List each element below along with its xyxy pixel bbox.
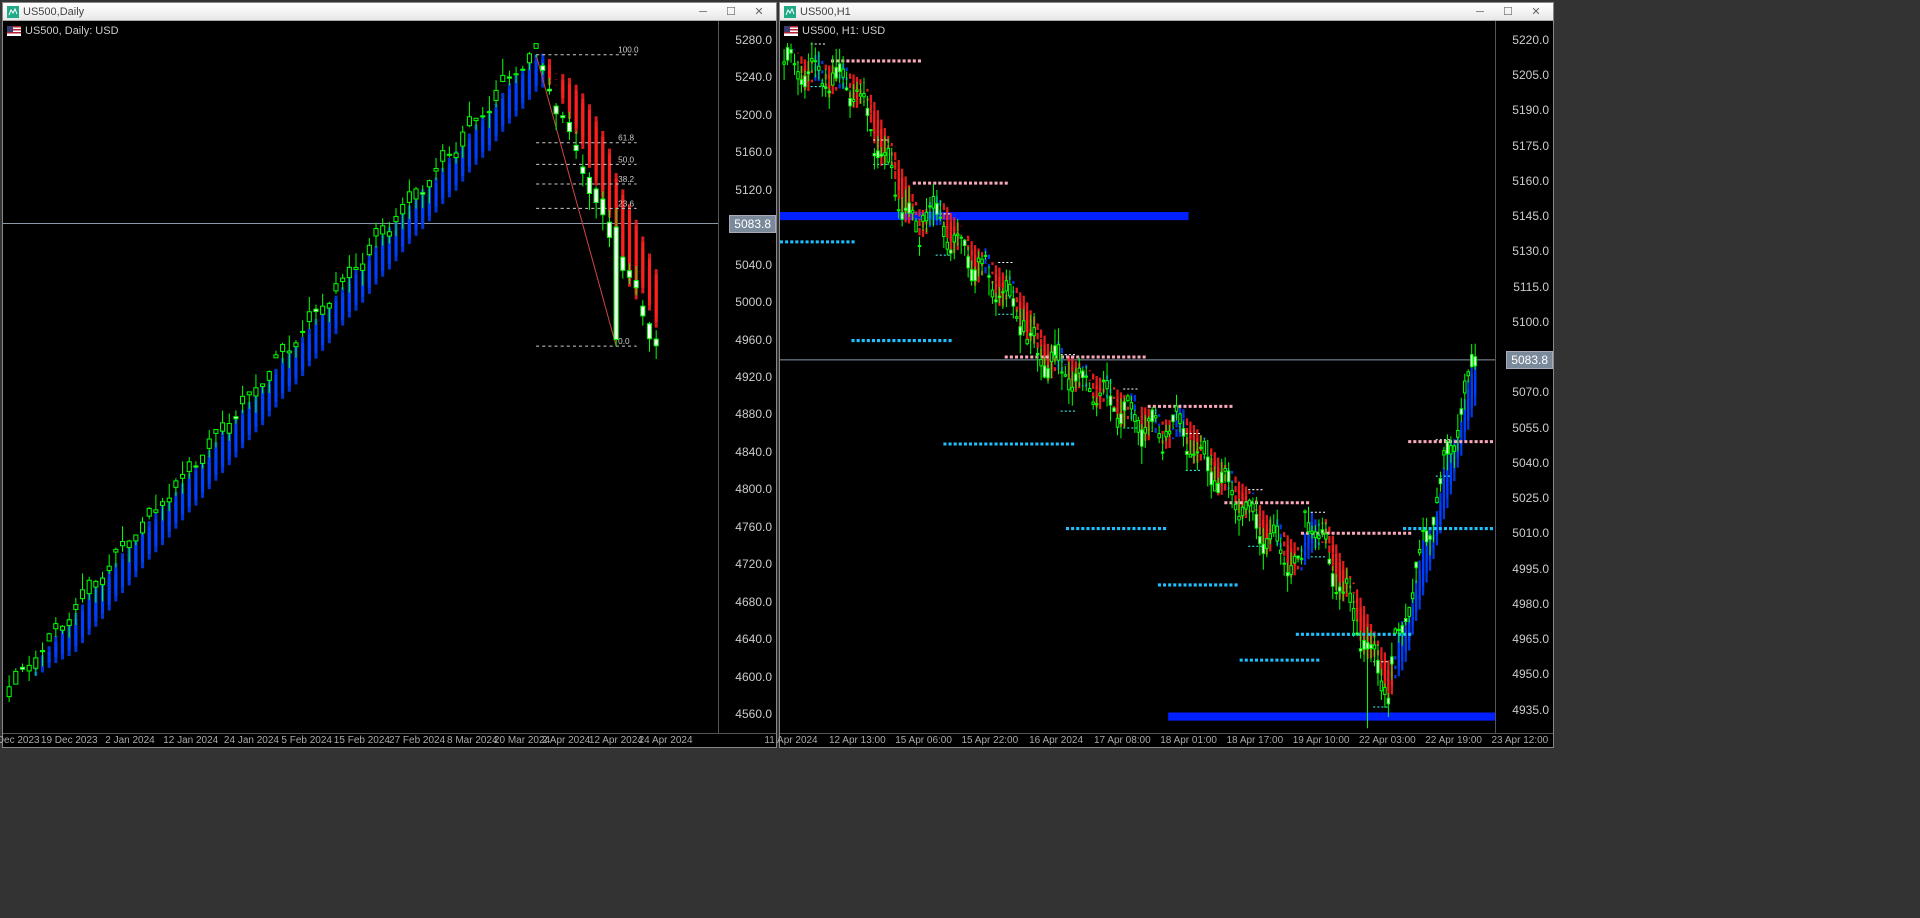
svg-text:100.0: 100.0: [618, 46, 639, 55]
us-flag-icon: [7, 26, 21, 36]
minimize-button[interactable]: ─: [690, 5, 716, 19]
plot-area-h1[interactable]: US500, H1: USD: [780, 21, 1495, 733]
plot-area-daily[interactable]: US500, Daily: USD 100.0 61.8 50.0 38.2 23.6 0…: [3, 21, 718, 733]
close-button[interactable]: ✕: [746, 5, 772, 19]
symbol-label: US500, H1: USD: [784, 25, 885, 37]
chart-window-h1: US500,H1 ─ ☐ ✕ US500, H1: USD 5220.05205…: [779, 2, 1554, 748]
svg-text:38.2: 38.2: [618, 175, 634, 184]
mt-icon: [7, 6, 19, 18]
symbol-label: US500, Daily: USD: [7, 25, 119, 37]
svg-text:50.0: 50.0: [618, 155, 634, 164]
window-title: US500,H1: [800, 6, 1467, 18]
titlebar-daily[interactable]: US500,Daily ─ ☐ ✕: [3, 3, 776, 21]
minimize-button[interactable]: ─: [1467, 5, 1493, 19]
us-flag-icon: [784, 26, 798, 36]
svg-text:61.8: 61.8: [618, 134, 634, 143]
close-button[interactable]: ✕: [1523, 5, 1549, 19]
titlebar-h1[interactable]: US500,H1 ─ ☐ ✕: [780, 3, 1553, 21]
svg-text:0.0: 0.0: [618, 337, 630, 346]
svg-text:23.6: 23.6: [618, 199, 634, 208]
maximize-button[interactable]: ☐: [718, 5, 744, 19]
y-axis-h1: 5220.05205.05190.05175.05160.05145.05130…: [1495, 21, 1553, 733]
x-axis-daily: 7 Dec 202319 Dec 20232 Jan 202412 Jan 20…: [3, 733, 776, 747]
mt-icon: [784, 6, 796, 18]
window-title: US500,Daily: [23, 6, 690, 18]
chart-window-daily: US500,Daily ─ ☐ ✕ US500, Daily: USD 100.…: [2, 2, 777, 748]
x-axis-h1: 11 Apr 202412 Apr 13:0015 Apr 06:0015 Ap…: [780, 733, 1553, 747]
maximize-button[interactable]: ☐: [1495, 5, 1521, 19]
y-axis-daily: 5280.05240.05200.05160.05120.05083.85040…: [718, 21, 776, 733]
